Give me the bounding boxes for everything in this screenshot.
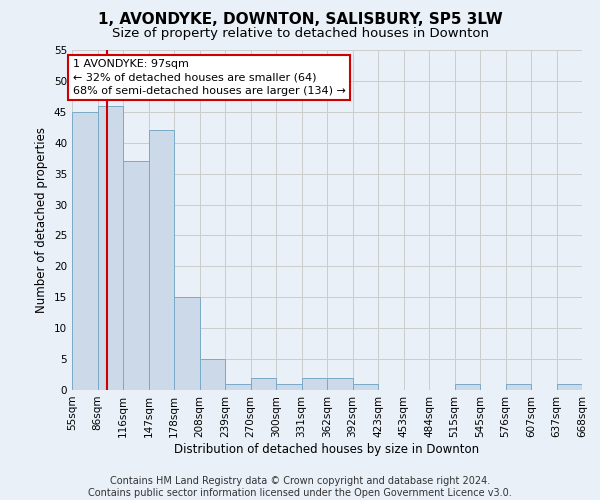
Bar	[199, 359, 225, 390]
Bar	[557, 384, 582, 390]
Bar	[276, 384, 302, 390]
Bar	[123, 162, 149, 390]
Bar	[97, 106, 123, 390]
Text: Size of property relative to detached houses in Downton: Size of property relative to detached ho…	[112, 28, 488, 40]
Text: 1 AVONDYKE: 97sqm
← 32% of detached houses are smaller (64)
68% of semi-detached: 1 AVONDYKE: 97sqm ← 32% of detached hous…	[73, 60, 346, 96]
Bar	[327, 378, 353, 390]
Bar	[225, 384, 251, 390]
Bar	[302, 378, 327, 390]
Bar	[505, 384, 531, 390]
Text: Contains HM Land Registry data © Crown copyright and database right 2024.
Contai: Contains HM Land Registry data © Crown c…	[88, 476, 512, 498]
Text: 1, AVONDYKE, DOWNTON, SALISBURY, SP5 3LW: 1, AVONDYKE, DOWNTON, SALISBURY, SP5 3LW	[98, 12, 502, 28]
Bar	[72, 112, 97, 390]
Bar	[353, 384, 378, 390]
Y-axis label: Number of detached properties: Number of detached properties	[35, 127, 49, 313]
Bar	[174, 298, 199, 390]
Bar	[251, 378, 276, 390]
X-axis label: Distribution of detached houses by size in Downton: Distribution of detached houses by size …	[175, 442, 479, 456]
Bar	[455, 384, 480, 390]
Bar	[149, 130, 174, 390]
